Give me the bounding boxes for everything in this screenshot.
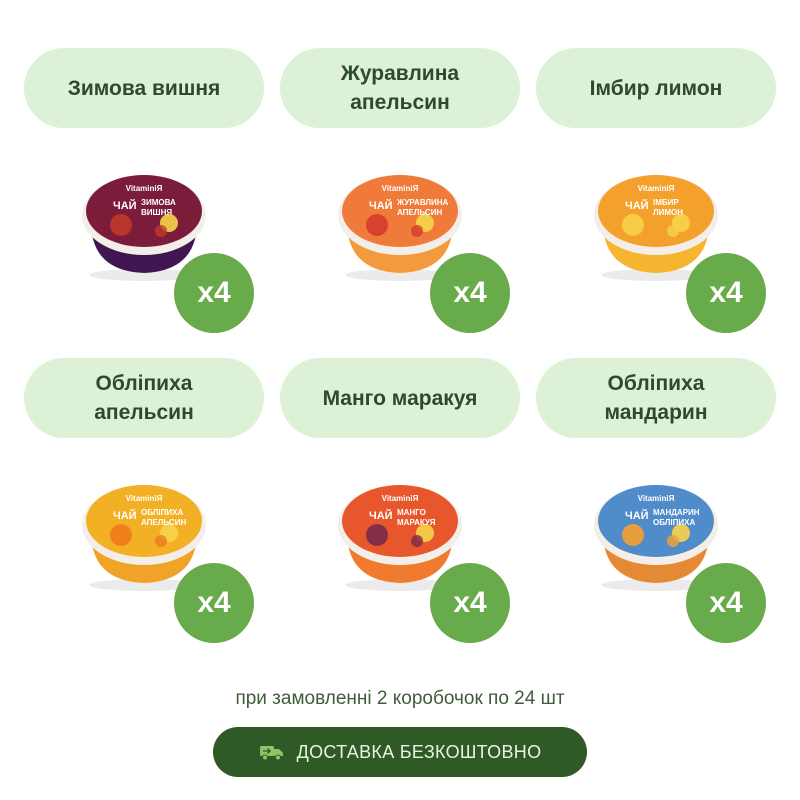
- product-name: Зимова вишня: [67, 76, 221, 100]
- flavor-label: ОБЛІПИХА: [653, 518, 695, 527]
- brand-logo: VitaminiЯ: [126, 184, 163, 193]
- cup-label: ЧАЙ: [113, 199, 137, 212]
- product-grid: Зимова вишня VitaminiЯ ЧАЙ ЗИМОВА ВИШНЯ x4 …: [24, 48, 776, 664]
- quantity-badge: x4: [174, 253, 254, 333]
- cup-label: ЧАЙ: [369, 509, 393, 522]
- product-name-pill: Зимова вишня: [24, 48, 264, 128]
- product-name: Манго маракуя: [322, 386, 478, 410]
- product-row: Обліпиха апельсин VitaminiЯ ЧАЙ ОБЛІПИХА АП…: [24, 358, 776, 664]
- quantity-badge: x4: [686, 563, 766, 643]
- flavor-label: МАНДАРИН: [653, 508, 700, 517]
- brand-logo: VitaminiЯ: [126, 494, 163, 503]
- product-card[interactable]: Імбир лимон VitaminiЯ ЧАЙ ІМБИР ЛИМОН x4: [536, 48, 776, 354]
- product-card[interactable]: Манго маракуя VitaminiЯ ЧАЙ МАНГО МАРАКУЯ x…: [280, 358, 520, 664]
- flavor-label: ЖУРАВЛИНА: [396, 198, 449, 207]
- truck-icon: [259, 746, 283, 761]
- product-name: Обліпиха мандарин: [604, 372, 708, 424]
- flavor-label: ЗИМОВА: [141, 198, 176, 207]
- cup-label: ЧАЙ: [625, 199, 649, 212]
- flavor-label: МАНГО: [397, 508, 426, 517]
- product-card[interactable]: Журавлина апельсин VitaminiЯ ЧАЙ ЖУРАВЛИНА…: [280, 48, 520, 354]
- product-name-pill: Імбир лимон: [536, 48, 776, 128]
- product-name-pill: Манго маракуя: [280, 358, 520, 438]
- product-card[interactable]: Зимова вишня VitaminiЯ ЧАЙ ЗИМОВА ВИШНЯ x4: [24, 48, 264, 354]
- order-condition-note: при замовленні 2 коробочок по 24 шт: [235, 688, 565, 709]
- flavor-label: АПЕЛЬСИН: [141, 518, 186, 527]
- product-name: Імбир лимон: [589, 76, 723, 100]
- product-name-pill: Обліпиха мандарин: [536, 358, 776, 438]
- cup-label: ЧАЙ: [625, 509, 649, 522]
- quantity-badge: x4: [174, 563, 254, 643]
- cup-label: ЧАЙ: [113, 509, 137, 522]
- brand-logo: VitaminiЯ: [382, 184, 419, 193]
- brand-logo: VitaminiЯ: [638, 494, 675, 503]
- flavor-label: ІМБИР: [653, 198, 679, 207]
- cup-label: ЧАЙ: [369, 199, 393, 212]
- product-name-pill: Обліпиха апельсин: [24, 358, 264, 438]
- product-card[interactable]: Обліпиха мандарин VitaminiЯ ЧАЙ МАНДАРИН ОБ…: [536, 358, 776, 664]
- quantity-badge: x4: [430, 253, 510, 333]
- flavor-label: МАРАКУЯ: [397, 518, 436, 527]
- product-row: Зимова вишня VitaminiЯ ЧАЙ ЗИМОВА ВИШНЯ x4 …: [24, 48, 776, 354]
- quantity-badge: x4: [686, 253, 766, 333]
- brand-logo: VitaminiЯ: [382, 494, 419, 503]
- flavor-label: ВИШНЯ: [141, 208, 172, 217]
- flavor-label: АПЕЛЬСИН: [397, 208, 442, 217]
- product-card[interactable]: Обліпиха апельсин VitaminiЯ ЧАЙ ОБЛІПИХА АП…: [24, 358, 264, 664]
- flavor-label: ЛИМОН: [653, 208, 683, 217]
- flavor-label: ОБЛІПИХА: [141, 508, 183, 517]
- product-name-pill: Журавлина апельсин: [280, 48, 520, 128]
- product-name: Обліпиха апельсин: [94, 372, 194, 424]
- quantity-badge: x4: [430, 563, 510, 643]
- brand-logo: VitaminiЯ: [638, 184, 675, 193]
- free-delivery-label: ДОСТАВКА БЕЗКОШТОВНО: [296, 741, 542, 762]
- free-delivery-button[interactable]: ДОСТАВКА БЕЗКОШТОВНО: [213, 727, 587, 777]
- product-name: Журавлина апельсин: [340, 62, 460, 114]
